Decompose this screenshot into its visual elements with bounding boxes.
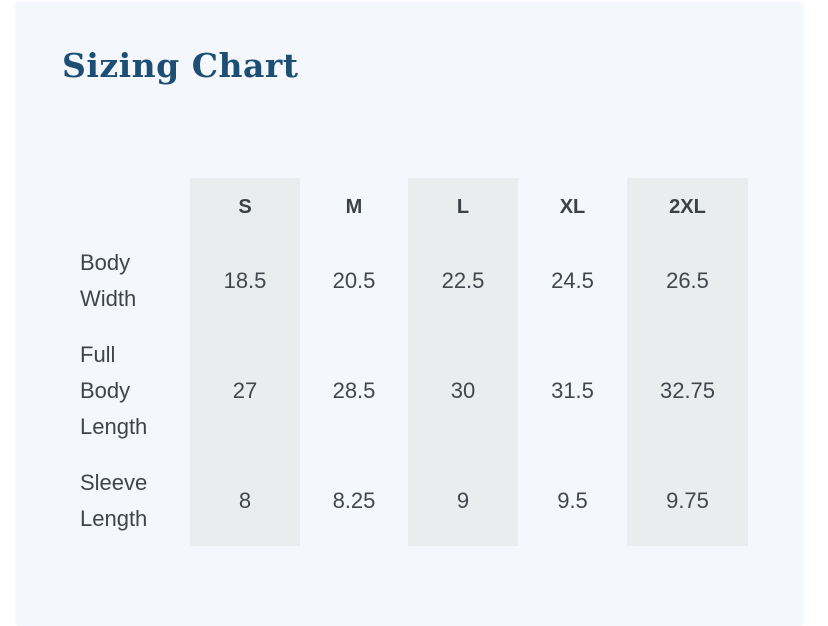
table-cell-full-body-length-m: 28.5 <box>332 378 376 403</box>
table-cell-full-body-length-s: 27 <box>190 326 300 456</box>
table-cell-body-width-m: 20.5 <box>332 268 376 293</box>
sizing-chart-panel: Sizing Chart S M L XL 2XL Body Width 18.… <box>15 2 804 626</box>
table-cell-sleeve-length-m: 8.25 <box>332 488 376 513</box>
table-cell-full-body-length-2xl: 32.75 <box>627 326 748 456</box>
column-header-2xl: 2XL <box>627 178 748 236</box>
table-cell-body-width-l: 22.5 <box>408 236 518 326</box>
table-cell-body-width-2xl: 26.5 <box>627 236 748 326</box>
sizing-table: S M L XL 2XL Body Width 18.5 20.5 22.5 2… <box>62 178 748 546</box>
column-header-m: M <box>345 195 363 218</box>
table-cell-full-body-length-l: 30 <box>408 326 518 456</box>
table-corner-cell <box>62 178 190 236</box>
row-label-sleeve-length: Sleeve Length <box>80 470 148 531</box>
table-cell-body-width-s: 18.5 <box>190 236 300 326</box>
table-cell-full-body-length-xl: 31.5 <box>551 378 594 403</box>
column-header-s: S <box>190 178 300 236</box>
table-cell-body-width-xl: 24.5 <box>551 268 594 293</box>
row-label-full-body-length: Full Body Length <box>80 342 148 439</box>
table-cell-sleeve-length-s: 8 <box>190 456 300 546</box>
table-cell-sleeve-length-2xl: 9.75 <box>627 456 748 546</box>
column-header-l: L <box>408 178 518 236</box>
table-cell-sleeve-length-xl: 9.5 <box>557 488 588 513</box>
page-title: Sizing Chart <box>62 46 299 85</box>
table-cell-sleeve-length-l: 9 <box>408 456 518 546</box>
column-header-xl: XL <box>559 195 586 218</box>
row-label-body-width: Body Width <box>80 250 137 311</box>
